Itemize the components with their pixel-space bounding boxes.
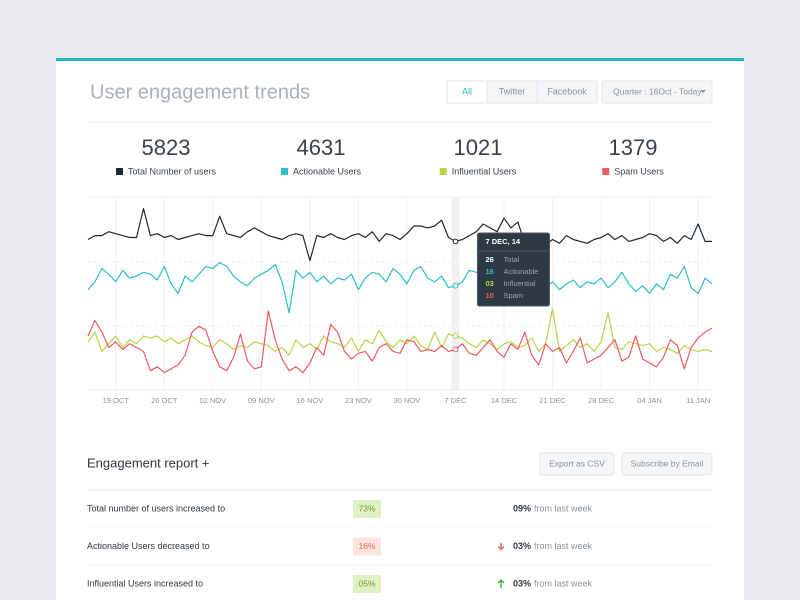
x-tick-label: 09 NOV	[248, 396, 275, 405]
card-accent	[56, 58, 744, 61]
button-label[interactable]: Export as CSV	[549, 458, 605, 468]
dropdown-caret	[700, 90, 706, 93]
x-tick-label: 19 OCT	[103, 396, 130, 405]
series-line	[87, 208, 712, 262]
x-tick-label: 7 DEC	[444, 396, 467, 405]
report-title: Engagement report +	[87, 455, 210, 470]
stat-value: 1379	[609, 135, 658, 160]
tooltip-label: Actionable	[503, 267, 538, 276]
x-tick-label: 14 DEC	[491, 396, 518, 405]
change-note: from last week	[534, 503, 593, 513]
tooltip-value: 10	[485, 291, 493, 300]
x-tick-label: 28 DEC	[588, 396, 615, 405]
badge	[353, 537, 381, 556]
change-value: 03%	[513, 541, 531, 551]
badge	[353, 575, 381, 593]
card	[56, 58, 744, 600]
badge	[353, 500, 381, 518]
legend-swatch	[602, 168, 610, 175]
tab-label[interactable]: All	[462, 86, 472, 96]
tooltip-value: 26	[485, 255, 493, 264]
tooltip-value: 16	[485, 267, 493, 276]
row-label: Actionable Users decreased to	[87, 541, 210, 551]
button-label[interactable]: Subscribe by Email	[631, 458, 704, 468]
hover-point	[452, 238, 459, 245]
x-tick-label: 04 JAN	[637, 396, 662, 405]
tab[interactable]	[536, 80, 598, 104]
change-value: 09%	[513, 503, 531, 513]
legend-label: Actionable Users	[293, 166, 362, 176]
arrow-up	[497, 579, 505, 588]
change-note: from last week	[534, 541, 593, 551]
badge-label: 73%	[358, 503, 375, 513]
stat-value: 5823	[142, 135, 191, 160]
page-title: User engagement trends	[90, 81, 310, 103]
tooltip-label: Total	[503, 255, 519, 264]
legend-swatch	[439, 168, 447, 175]
tooltip-label: Spam	[503, 291, 523, 300]
period-label[interactable]: Quarter : 16Oct - Today	[613, 86, 702, 96]
row-label: Total number of users increased to	[87, 503, 225, 513]
stat-value: 1021	[454, 135, 503, 160]
row-label: Influential Users increased to	[87, 578, 203, 588]
tooltip-label: Influential	[503, 279, 535, 288]
legend-label: Spam Users	[614, 166, 664, 176]
x-tick-label: 02 NOV	[199, 396, 226, 405]
badge-label: 05%	[358, 578, 375, 588]
legend-label: Influential Users	[452, 166, 517, 176]
x-tick-label: 26 OCT	[151, 396, 178, 405]
legend-swatch	[280, 168, 288, 175]
change-value: 03%	[513, 578, 531, 588]
x-tick-label: 21 DEC	[539, 396, 566, 405]
tab-label[interactable]: Facebook	[547, 86, 587, 96]
legend-swatch	[115, 168, 123, 175]
tooltip-value: 03	[485, 279, 493, 288]
hover-point	[452, 282, 459, 289]
badge-label: 16%	[358, 541, 375, 551]
x-tick-label: 16 NOV	[297, 396, 324, 405]
legend-label: Total Number of users	[128, 166, 217, 176]
hover-point	[452, 333, 459, 339]
series-line	[87, 310, 713, 374]
x-tick-label: 30 NOV	[394, 396, 421, 405]
x-tick-label: 11 JAN	[686, 396, 710, 405]
button[interactable]	[539, 452, 615, 476]
series-line	[87, 262, 713, 314]
change-note: from last week	[534, 578, 593, 588]
tooltip-title: 7 DEC, 14	[485, 237, 520, 246]
stat-value: 4631	[297, 135, 346, 160]
period-select[interactable]	[601, 80, 713, 104]
button[interactable]	[621, 452, 713, 476]
series-line	[87, 308, 713, 356]
hover-point	[452, 346, 459, 353]
arrow-down	[497, 542, 505, 551]
tab-label[interactable]: Twitter	[499, 86, 526, 96]
x-tick-label: 23 NOV	[345, 396, 372, 405]
